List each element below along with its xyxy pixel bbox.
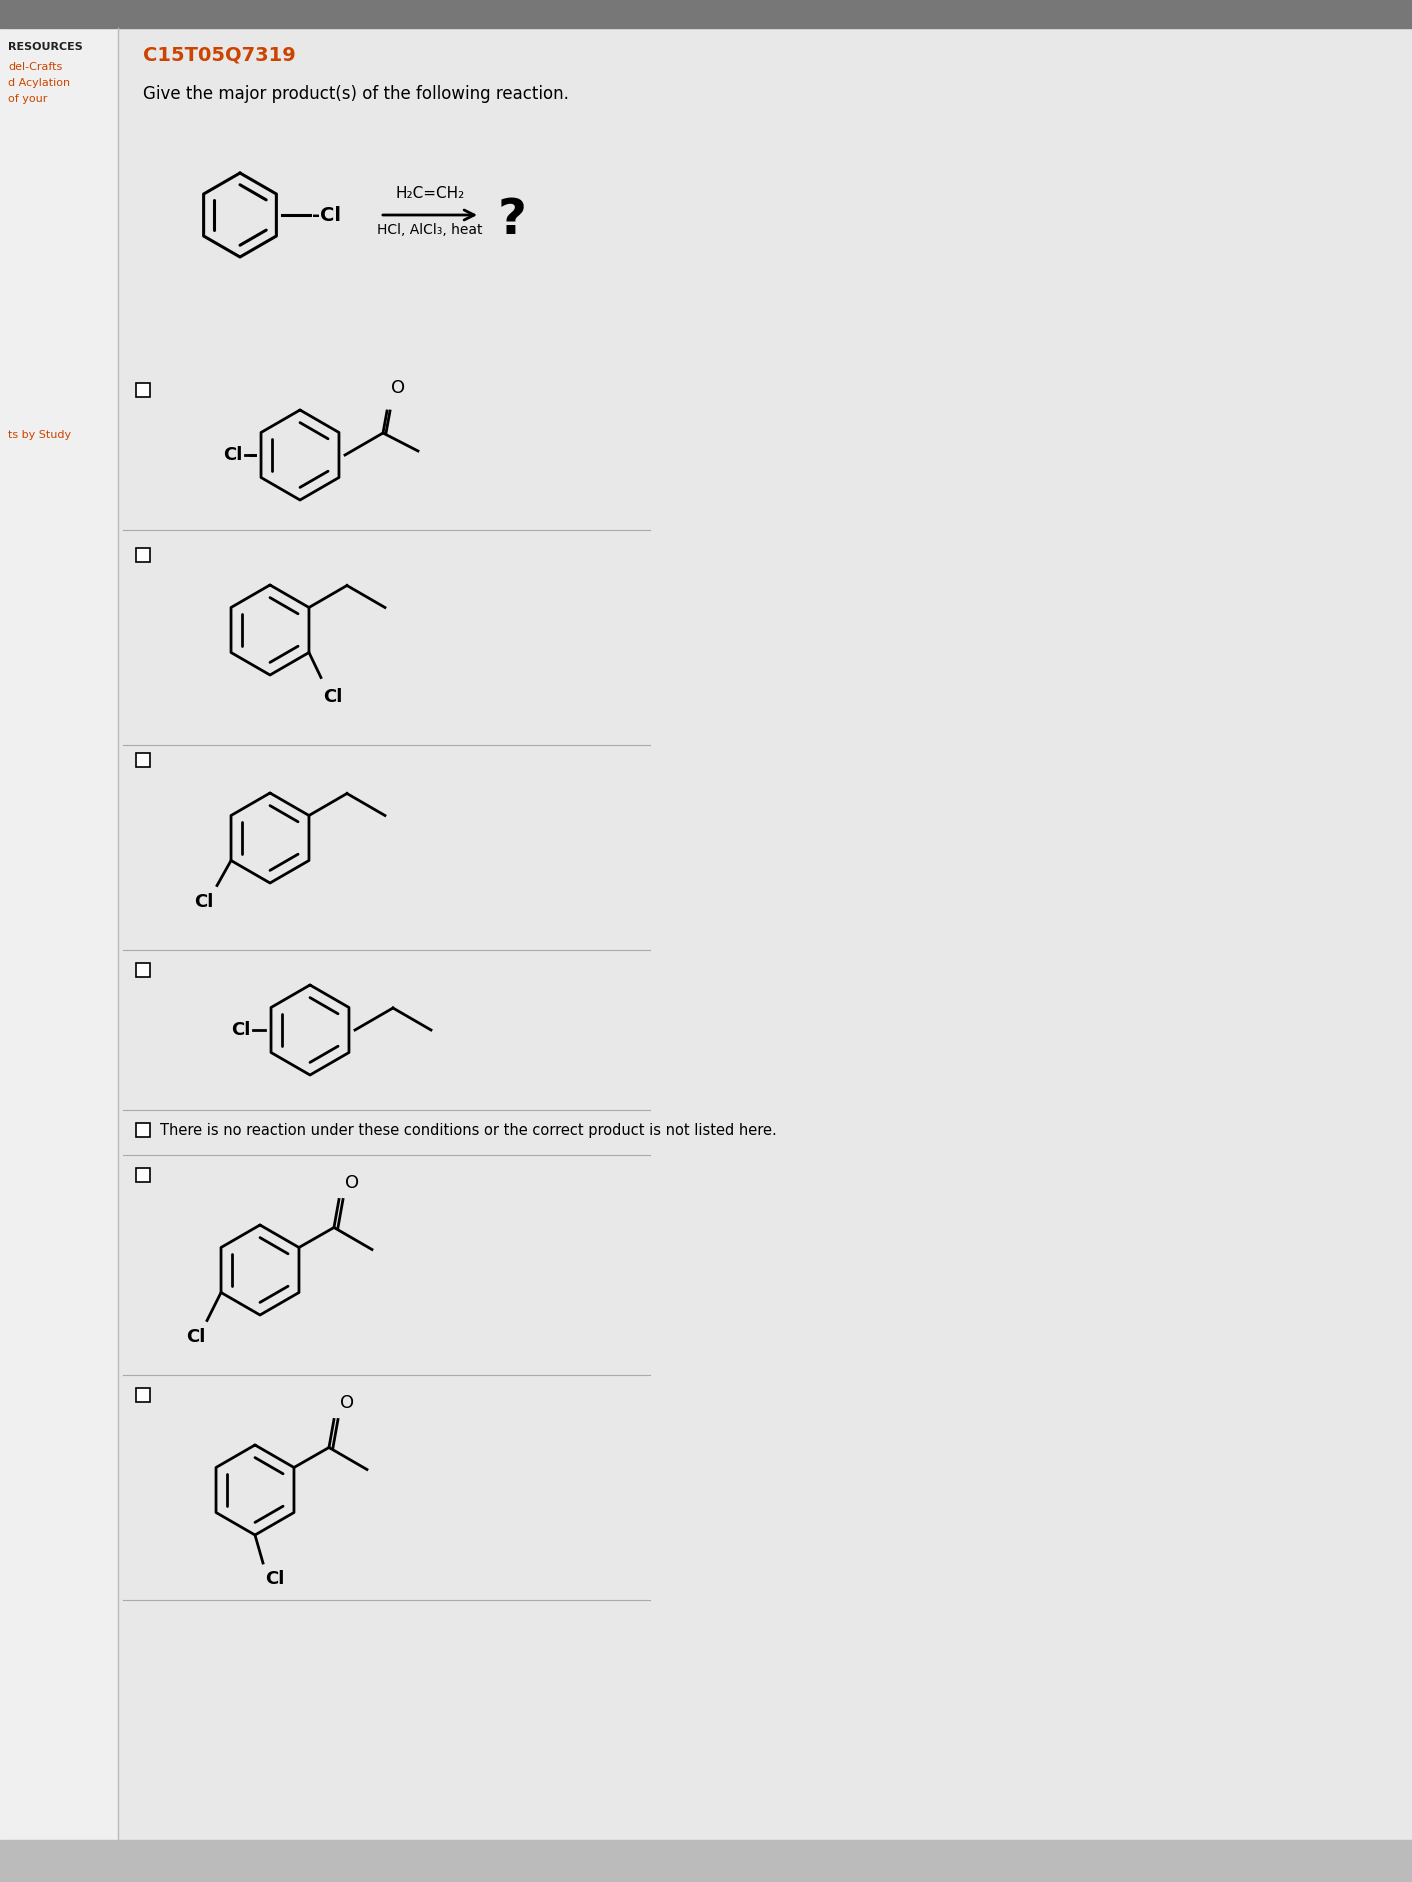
- Text: of your: of your: [8, 94, 48, 104]
- Bar: [0, 0, 1412, 28]
- Text: d Acylation: d Acylation: [8, 77, 71, 88]
- Text: O: O: [345, 1174, 359, 1193]
- Text: RESOURCES: RESOURCES: [8, 41, 83, 53]
- Text: Cl: Cl: [223, 446, 243, 465]
- Text: Cl: Cl: [185, 1327, 205, 1346]
- Text: O: O: [391, 378, 405, 397]
- Text: ts by Study: ts by Study: [8, 429, 71, 440]
- Text: H₂C=CH₂: H₂C=CH₂: [395, 186, 465, 201]
- Text: ?: ?: [498, 196, 527, 245]
- Text: There is no reaction under these conditions or the correct product is not listed: There is no reaction under these conditi…: [160, 1124, 777, 1139]
- Text: O: O: [340, 1395, 354, 1413]
- Text: Cl: Cl: [193, 892, 213, 911]
- Text: del-Crafts: del-Crafts: [8, 62, 62, 72]
- Bar: [136, 1169, 150, 1182]
- Bar: [0, 28, 119, 1882]
- Bar: [136, 384, 150, 397]
- Text: C15T05Q7319: C15T05Q7319: [143, 45, 295, 64]
- Text: Cl: Cl: [232, 1022, 251, 1039]
- Bar: [0, 1841, 1412, 1882]
- Text: Give the major product(s) of the following reaction.: Give the major product(s) of the followi…: [143, 85, 569, 104]
- Text: Cl: Cl: [265, 1570, 284, 1588]
- Bar: [136, 964, 150, 977]
- Bar: [136, 1389, 150, 1402]
- Bar: [136, 548, 150, 563]
- Text: HCl, AlCl₃, heat: HCl, AlCl₃, heat: [377, 222, 483, 237]
- Text: -Cl: -Cl: [312, 205, 342, 224]
- Bar: [136, 753, 150, 768]
- Text: Cl: Cl: [323, 687, 342, 706]
- Bar: [136, 1124, 150, 1137]
